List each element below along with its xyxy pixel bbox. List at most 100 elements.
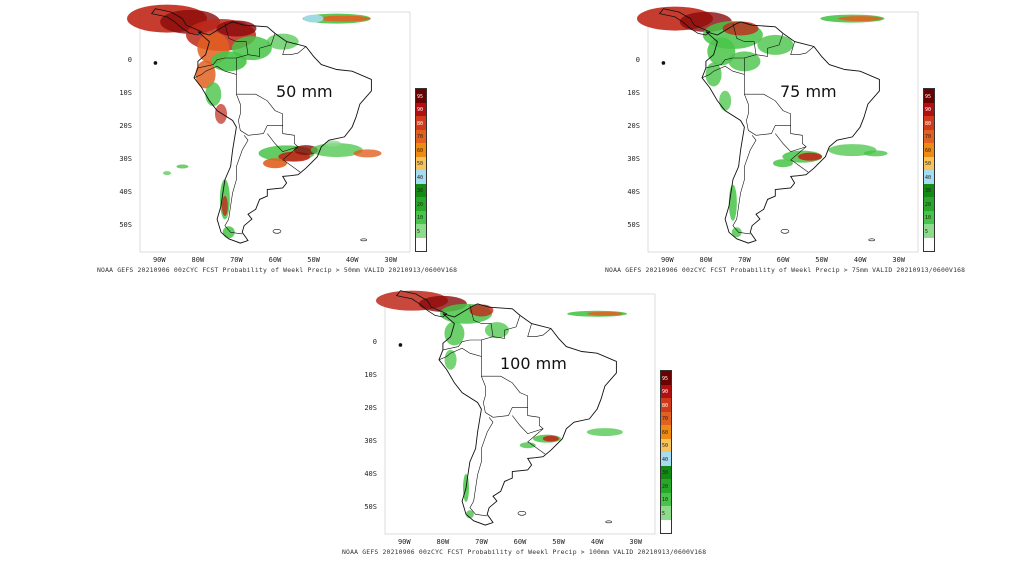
longitude-label: 50W xyxy=(307,256,320,264)
colorbar-segment xyxy=(416,116,426,130)
threshold-label: 50 mm xyxy=(276,82,333,101)
colorbar-segment xyxy=(924,89,934,103)
precip-region xyxy=(798,152,822,161)
country-border xyxy=(775,125,807,153)
central-america-coastline xyxy=(395,290,448,318)
galapagos-islands xyxy=(153,61,158,65)
precip-region xyxy=(731,227,742,238)
longitude-label: 30W xyxy=(384,256,398,264)
latitude-label: 0 xyxy=(127,56,132,65)
colorbar-tick-label: 70 xyxy=(925,134,932,140)
central-america-coastline xyxy=(658,8,711,36)
falkland-islands xyxy=(780,228,790,234)
colorbar-tick-label: 60 xyxy=(417,147,424,154)
colorbar-segment xyxy=(924,116,934,130)
latitude-label: 0 xyxy=(635,56,640,65)
colorbar-segment xyxy=(661,384,671,398)
latitude-label: 40S xyxy=(627,187,640,196)
colorbar-segment xyxy=(924,210,934,224)
country-border xyxy=(197,57,237,69)
country-border xyxy=(755,33,784,57)
colorbar-tick-label: 5 xyxy=(417,228,421,235)
galapagos-islands xyxy=(398,343,403,347)
longitude-label: 60W xyxy=(776,256,790,264)
colorbar-tick-label: 30 xyxy=(417,188,424,194)
longitude-label: 40W xyxy=(345,256,359,264)
colorbar-segment xyxy=(924,170,934,184)
latitude-label: 20S xyxy=(627,122,640,131)
colorbar-segment xyxy=(661,519,671,533)
country-border xyxy=(732,135,757,235)
precip-region xyxy=(444,321,465,346)
country-border xyxy=(512,407,544,435)
precip-probability-map xyxy=(376,290,656,535)
latitude-label: 50S xyxy=(119,220,132,229)
colorbar-segment xyxy=(416,237,426,251)
precip-region xyxy=(484,322,509,339)
country-border xyxy=(469,417,494,517)
country-border xyxy=(438,347,486,403)
country-border xyxy=(701,65,749,121)
precip-region xyxy=(222,226,235,239)
colorbar-segment xyxy=(661,438,671,452)
precip-region xyxy=(318,15,371,22)
colorbar-tick-label: 80 xyxy=(662,402,669,409)
longitude-label: 70W xyxy=(475,538,488,546)
longitude-label: 50W xyxy=(815,256,828,264)
precip-probability-map xyxy=(637,6,919,253)
galapagos-islands xyxy=(661,61,666,65)
latitude-label: 20S xyxy=(119,122,132,131)
map-caption: NOAA GEFS 20210906 00zCYC FCST Probabili… xyxy=(342,548,707,556)
colorbar-tick-label: 40 xyxy=(417,174,424,181)
country-border xyxy=(790,146,809,173)
precip-region xyxy=(205,82,222,107)
longitude-label: 60W xyxy=(513,538,527,546)
colorbar-tick-label: 90 xyxy=(417,107,424,113)
colorbar-segment xyxy=(661,465,671,479)
colorbar xyxy=(660,370,672,534)
colorbar-segment xyxy=(416,183,426,197)
country-border xyxy=(442,339,482,351)
country-border xyxy=(282,146,301,173)
country-border xyxy=(282,41,307,55)
colorbar-tick-label: 50 xyxy=(925,161,932,167)
colorbar-segment xyxy=(416,143,426,157)
latitude-label: 50S xyxy=(627,220,640,229)
longitude-label: 80W xyxy=(191,256,205,264)
precip-region xyxy=(707,37,736,66)
precip-region xyxy=(542,435,559,442)
longitude-label: 50W xyxy=(552,538,565,546)
colorbar-tick-label: 5 xyxy=(925,228,929,235)
country-border xyxy=(247,33,276,57)
south-america-coastline xyxy=(438,303,617,526)
map-panel-75mm: 75 mm 0 10S 20S 30S 40S 50S 90W 80W 70W 60W 50W 40W… xyxy=(627,6,935,264)
falkland-islands xyxy=(272,228,282,234)
colorbar-segment xyxy=(924,143,934,157)
colorbar xyxy=(415,88,427,252)
south-america-coastline xyxy=(193,21,372,244)
colorbar-segment xyxy=(661,479,671,493)
longitude-label: 80W xyxy=(699,256,713,264)
colorbar-tick-label: 50 xyxy=(417,161,424,167)
colorbar-tick-label: 20 xyxy=(417,201,424,208)
map-frame xyxy=(139,11,411,253)
country-border xyxy=(193,65,241,121)
colorbar-tick-label: 30 xyxy=(662,470,669,476)
colorbar-segment xyxy=(416,89,426,103)
precip-region xyxy=(586,428,623,437)
colorbar-segment xyxy=(661,371,671,385)
colorbar-tick-label: 40 xyxy=(662,456,669,463)
colorbar-tick-label: 10 xyxy=(662,497,669,503)
precip-region xyxy=(773,159,793,168)
precip-region xyxy=(263,158,287,169)
colorbar-tick-label: 10 xyxy=(925,215,932,221)
longitude-label: 60W xyxy=(268,256,282,264)
longitude-label: 30W xyxy=(892,256,906,264)
colorbar-segment xyxy=(661,452,671,466)
map-frame xyxy=(647,11,919,253)
colorbar-segment xyxy=(924,183,934,197)
colorbar-segment xyxy=(924,102,934,116)
longitude-label: 40W xyxy=(853,256,867,264)
latitude-label: 40S xyxy=(364,469,377,478)
precip-region xyxy=(221,195,228,216)
